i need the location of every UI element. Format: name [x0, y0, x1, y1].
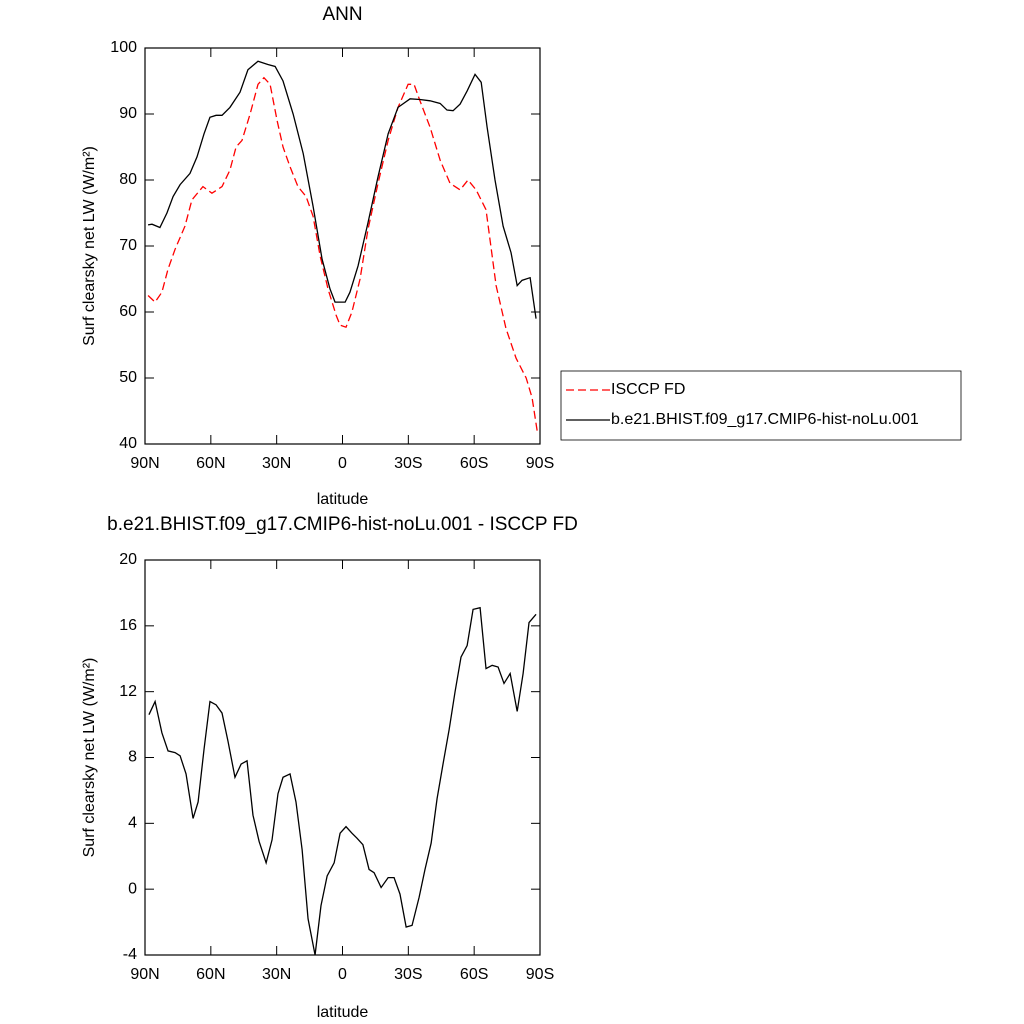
y-tick-label: 70 [119, 237, 137, 254]
legend-label: ISCCP FD [611, 381, 685, 398]
y-tick-label: 12 [119, 683, 137, 700]
x-tick-label: 90S [526, 966, 554, 983]
x-tick-label: 30N [262, 966, 291, 983]
y-tick-label: 0 [128, 880, 137, 897]
series-line [148, 606, 537, 956]
y-axis-label: Surf clearsky net LW (W/m²) [81, 658, 98, 858]
plot-frame [144, 559, 541, 956]
y-tick-label: 60 [119, 303, 137, 320]
legend-box [560, 370, 962, 441]
x-tick-label: 30S [394, 455, 422, 472]
y-tick-label: 20 [119, 551, 137, 568]
series-line [147, 60, 537, 319]
y-tick-label: 16 [119, 617, 137, 634]
y-tick-label: -4 [123, 946, 137, 963]
x-axis-label: latitude [317, 1004, 369, 1021]
x-tick-label: 60S [460, 455, 488, 472]
x-tick-label: 30N [262, 455, 291, 472]
y-tick-label: 50 [119, 369, 137, 386]
series-line [147, 76, 538, 431]
y-axis-label: Surf clearsky net LW (W/m²) [81, 146, 98, 346]
y-tick-label: 40 [119, 435, 137, 452]
chart-title: b.e21.BHIST.f09_g17.CMIP6-hist-noLu.001 … [107, 514, 578, 535]
x-tick-label: 60N [196, 966, 225, 983]
x-axis-label: latitude [317, 491, 369, 508]
x-tick-label: 0 [338, 455, 347, 472]
x-tick-label: 90N [130, 966, 159, 983]
x-tick-label: 90N [130, 455, 159, 472]
x-tick-label: 90S [526, 455, 554, 472]
plot-frame [144, 47, 541, 445]
y-tick-label: 8 [128, 749, 137, 766]
x-tick-label: 0 [338, 966, 347, 983]
y-tick-label: 4 [128, 815, 137, 832]
chart-title: ANN [322, 4, 362, 25]
y-tick-label: 90 [119, 105, 137, 122]
x-tick-label: 60S [460, 966, 488, 983]
legend-label: b.e21.BHIST.f09_g17.CMIP6-hist-noLu.001 [611, 411, 919, 428]
y-tick-label: 80 [119, 171, 137, 188]
x-tick-label: 30S [394, 966, 422, 983]
y-tick-label: 100 [110, 39, 137, 56]
x-tick-label: 60N [196, 455, 225, 472]
